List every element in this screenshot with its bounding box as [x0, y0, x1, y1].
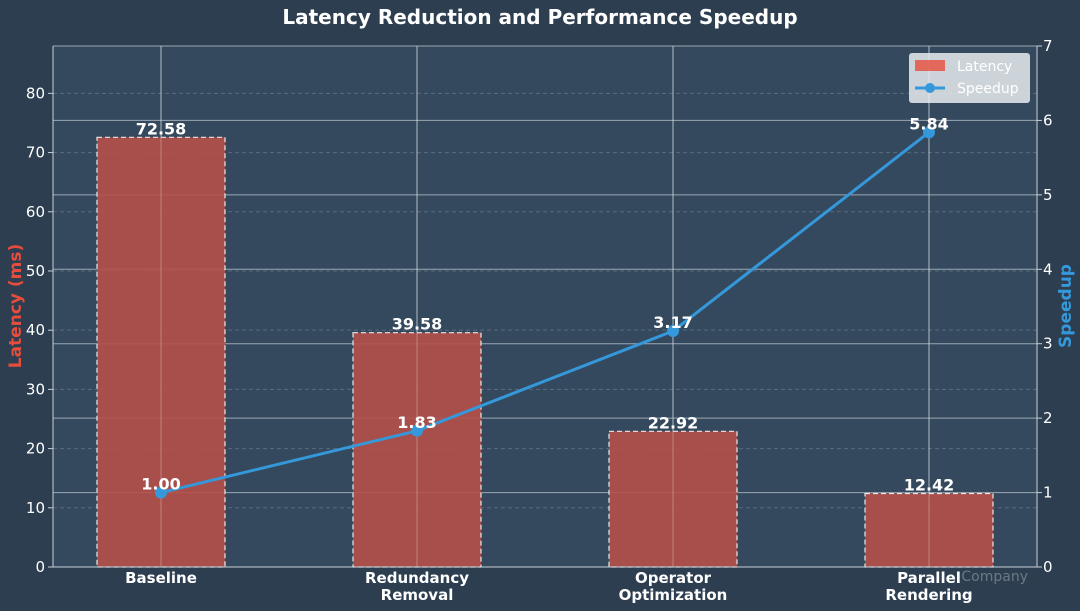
speedup-point — [923, 126, 935, 139]
x-tick-label-line: Parallel — [897, 569, 961, 587]
speedup-value-label: 1.00 — [141, 475, 180, 494]
y-right-tick-label: 2 — [1043, 409, 1053, 427]
y-left-tick-label: 70 — [26, 144, 45, 162]
y-right-tick-label: 0 — [1043, 558, 1053, 576]
speedup-value-label: 3.17 — [653, 313, 692, 332]
latency-bar — [352, 332, 482, 568]
y-left-tick-label: 60 — [26, 203, 45, 221]
y-right-tick-label: 4 — [1043, 260, 1053, 278]
legend-marker-speedup — [925, 83, 935, 93]
y-left-tick-label: 80 — [26, 84, 45, 102]
y-right-tick-label: 5 — [1043, 186, 1053, 204]
y-right-tick-label: 3 — [1043, 335, 1053, 353]
y-right-tick-label: 7 — [1043, 37, 1053, 55]
legend-label-speedup: Speedup — [957, 81, 1019, 97]
x-tick-label: Operator Optimization — [619, 569, 728, 604]
x-tick-label-line: Operator — [635, 569, 712, 587]
x-tick-label-line: Optimization — [619, 586, 728, 604]
latency-value-label: 39.58 — [392, 315, 443, 334]
legend-swatch-latency — [915, 60, 945, 71]
latency-value-label: 22.92 — [648, 413, 699, 432]
y-right-tick-label: 1 — [1043, 484, 1053, 502]
y-left-tick-label: 40 — [26, 321, 45, 339]
y-left-tick-label: 0 — [35, 558, 45, 576]
latency-value-label: 12.42 — [904, 475, 955, 494]
y-right-tick-label: 6 — [1043, 111, 1053, 129]
y-left-tick-label: 10 — [26, 499, 45, 517]
y-left-axis-label: Latency (ms) — [6, 244, 26, 369]
latency-bar — [864, 492, 994, 568]
speedup-point — [411, 424, 423, 437]
y-left-tick-label: 20 — [26, 440, 45, 458]
x-tick-label: Parallel Rendering — [885, 569, 972, 604]
speedup-value-label: 1.83 — [397, 413, 436, 432]
speedup-line — [160, 131, 930, 495]
x-tick-label: Baseline — [125, 569, 197, 587]
x-tick-label: Redundancy Removal — [365, 569, 469, 604]
speedup-value-label: 5.84 — [909, 114, 948, 133]
y-left-tick-label: 30 — [26, 380, 45, 398]
speedup-point — [667, 325, 679, 338]
chart-title: Latency Reduction and Performance Speedu… — [282, 5, 797, 29]
legend-label-latency: Latency — [957, 59, 1012, 75]
latency-bar — [608, 430, 738, 568]
y-right-axis-label: Speedup — [1056, 264, 1076, 348]
latency-value-label: 72.58 — [136, 119, 187, 138]
speedup-point — [155, 486, 167, 499]
x-tick-label-line: Redundancy — [365, 569, 469, 587]
watermark: Company — [961, 569, 1028, 585]
x-tick-label-line: Rendering — [885, 586, 972, 604]
x-tick-label-line: Baseline — [125, 569, 197, 587]
x-tick-label-line: Removal — [381, 586, 454, 604]
y-left-tick-label: 50 — [26, 262, 45, 280]
